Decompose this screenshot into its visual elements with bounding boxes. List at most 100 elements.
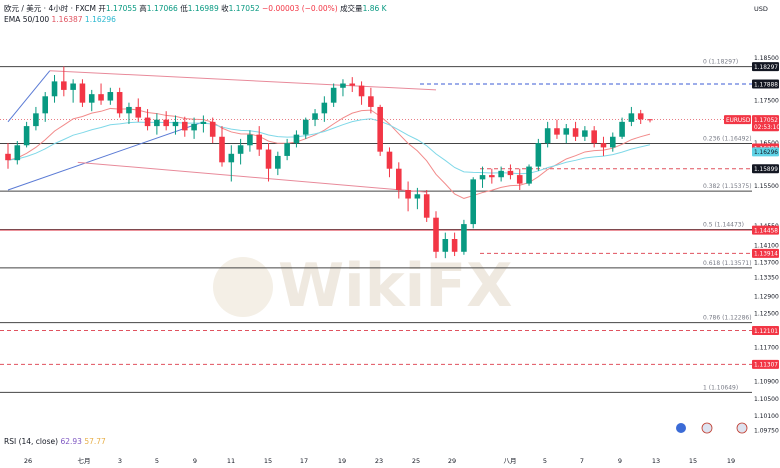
watermark: WikiFX [213, 251, 512, 321]
high-label: 高 [139, 4, 147, 13]
candle-body [647, 119, 653, 121]
candle-body [135, 106, 142, 118]
candle-body [470, 179, 477, 225]
y-tick-label: 1.14100 [754, 242, 779, 249]
ema100-line [7, 118, 651, 175]
candle-body [377, 106, 383, 152]
candle-body [23, 126, 30, 146]
candle-body [88, 94, 95, 103]
trend-line-0 [7, 70, 51, 123]
currency-label: USD [754, 5, 768, 13]
candle-body [116, 92, 123, 114]
x-tick-label: 3 [118, 457, 122, 465]
header-ohlc-line: 欧元 / 美元 · 4小时 · FXCM 开1.17055 高1.17066 低… [4, 3, 387, 14]
lightning-event-icon [676, 423, 686, 433]
low-label: 低 [180, 4, 188, 13]
volume-label: 成交量 [340, 4, 363, 13]
price-tag-bg-4 [752, 122, 779, 132]
x-tick-label: 19 [338, 457, 346, 465]
y-tick-label: 1.12900 [754, 294, 779, 301]
x-tick-label: 23 [375, 457, 383, 465]
trend-lines [7, 70, 437, 193]
header-rsi-line: RSI (14, close) 62.93 57.77 [4, 437, 106, 446]
ema50-line [7, 107, 651, 199]
candle-body [237, 145, 244, 154]
symbol-line: 欧元 / 美元 · 4小时 · FXCM [4, 4, 96, 13]
open-label: 开 [98, 4, 106, 13]
candle-body [228, 153, 235, 163]
candle-body [405, 190, 411, 199]
volume-value: 1.86 K [362, 4, 387, 13]
candle-body [98, 94, 104, 101]
candle-body [489, 175, 495, 178]
candle-body [442, 239, 449, 252]
time-axis: 26 七月 3 5 9 11 15 17 19 23 25 29 八月 5 7 9 13 15 19 [24, 456, 735, 465]
candle-body [5, 153, 11, 161]
candle-body [358, 85, 365, 97]
price-tag-bg-8 [752, 225, 779, 235]
x-tick-label: 5 [155, 457, 159, 465]
ema50-value: 1.16387 [51, 15, 83, 24]
y-tick-label: 1.13350 [754, 274, 779, 281]
price-tag-0: 1.18297 [754, 65, 778, 71]
fib-label-1: 0.236 (1.16492) [703, 135, 752, 142]
candle-body [609, 136, 616, 148]
price-tag-bg-3 [752, 115, 779, 125]
candle-body [61, 81, 67, 90]
us-flag-event-icon [701, 422, 713, 434]
price-tag-1: 1.17888 [754, 82, 778, 88]
fib-label-2: 0.382 (1.15375) [703, 183, 752, 190]
x-tick-label: 19 [727, 457, 735, 465]
fib-label-6: 1 (1.10649) [703, 384, 738, 391]
candle-body [395, 168, 402, 191]
y-tick-label: 1.18500 [754, 55, 779, 62]
trend-line-3 [77, 161, 427, 193]
candle-body [33, 113, 39, 127]
y-tick-label: 1.10100 [754, 413, 779, 420]
candle-body [349, 83, 356, 86]
candle-body [619, 121, 625, 137]
fib-label-0: 0 (1.18297) [703, 59, 738, 66]
y-tick-label: 1.11700 [754, 345, 779, 352]
candle-body [275, 155, 281, 169]
candle-body [423, 194, 430, 218]
candle-body [70, 83, 76, 90]
candle-body [582, 130, 588, 137]
candle-body [368, 96, 374, 107]
candle-body [451, 239, 458, 252]
x-tick-label: 17 [300, 457, 308, 465]
candle-body [544, 128, 551, 144]
event-icons [676, 422, 748, 434]
price-tag-bg-0 [752, 62, 779, 72]
candle-body [219, 136, 225, 163]
change-value: −0.00003 (−0.00%) [262, 4, 338, 13]
y-tick-label: 1.10900 [754, 379, 779, 386]
x-tick-label: 11 [227, 457, 235, 465]
fib-labels: 0 (1.18297) 0.236 (1.16492) 0.382 (1.15375… [703, 59, 752, 392]
candle-body [14, 145, 21, 161]
watermark-logo-circle [213, 257, 273, 317]
candle-body [181, 121, 188, 131]
candle-body [265, 149, 272, 169]
candle-body [563, 128, 570, 135]
low-value: 1.16989 [187, 4, 219, 13]
candle-body [330, 87, 337, 103]
y-tick-label: 1.09750 [754, 428, 779, 435]
y-tick-label: 1.13700 [754, 259, 779, 266]
candle-body [209, 121, 216, 137]
candle-body [516, 175, 523, 184]
candle-body [535, 143, 542, 167]
candle-body [293, 134, 300, 144]
candle-body [637, 113, 644, 120]
candle-body [312, 113, 318, 120]
close-label: 收 [221, 4, 229, 13]
price-tag-9: 1.13914 [754, 252, 778, 258]
candle-body [414, 194, 421, 199]
candle-body [163, 119, 169, 127]
candle-body [51, 81, 58, 97]
close-value: 1.17052 [228, 4, 260, 13]
candle-body [461, 224, 467, 252]
candle-body [191, 123, 197, 131]
watermark-text: WikiFX [278, 251, 512, 321]
